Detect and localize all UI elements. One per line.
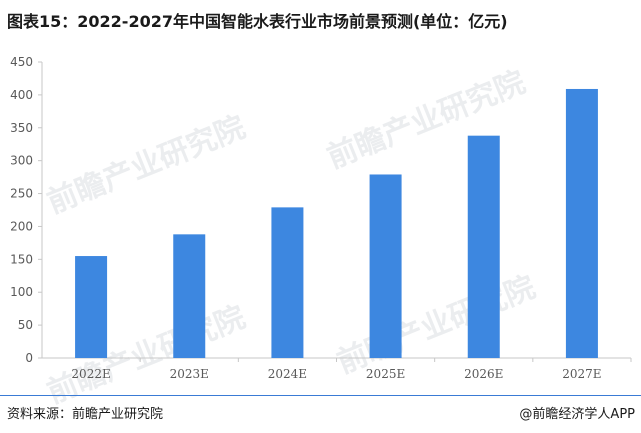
y-tick-label: 200 [10,219,33,233]
y-tick-label: 50 [18,318,33,332]
footer-divider [0,395,641,396]
y-tick-label: 250 [10,187,33,201]
x-tick-label: 2022E [71,367,110,381]
x-tick-label: 2023E [170,367,209,381]
x-tick-label: 2026E [464,367,503,381]
y-tick-label: 400 [10,88,33,102]
bar-2025E [369,174,402,358]
bar-2026E [467,135,500,358]
y-tick-label: 100 [10,285,33,299]
y-tick-label: 350 [10,121,33,135]
credit-note: @前瞻经济学人APP [519,407,635,422]
x-tick-label: 2027E [562,367,601,381]
y-tick-label: 450 [10,55,33,69]
bar-2022E [75,256,108,358]
chart-title: 图表15：2022-2027年中国智能水表行业市场前景预测(单位：亿元) [7,12,508,31]
y-tick-label: 300 [10,154,33,168]
bar-2023E [173,234,206,358]
source-note: 资料来源：前瞻产业研究院 [7,407,164,422]
x-tick-label: 2025E [366,367,405,381]
y-tick-label: 0 [25,351,33,365]
bar-2024E [271,207,304,358]
x-tick-label: 2024E [268,367,307,381]
y-tick-label: 150 [10,252,33,266]
bar-2027E [565,88,598,359]
